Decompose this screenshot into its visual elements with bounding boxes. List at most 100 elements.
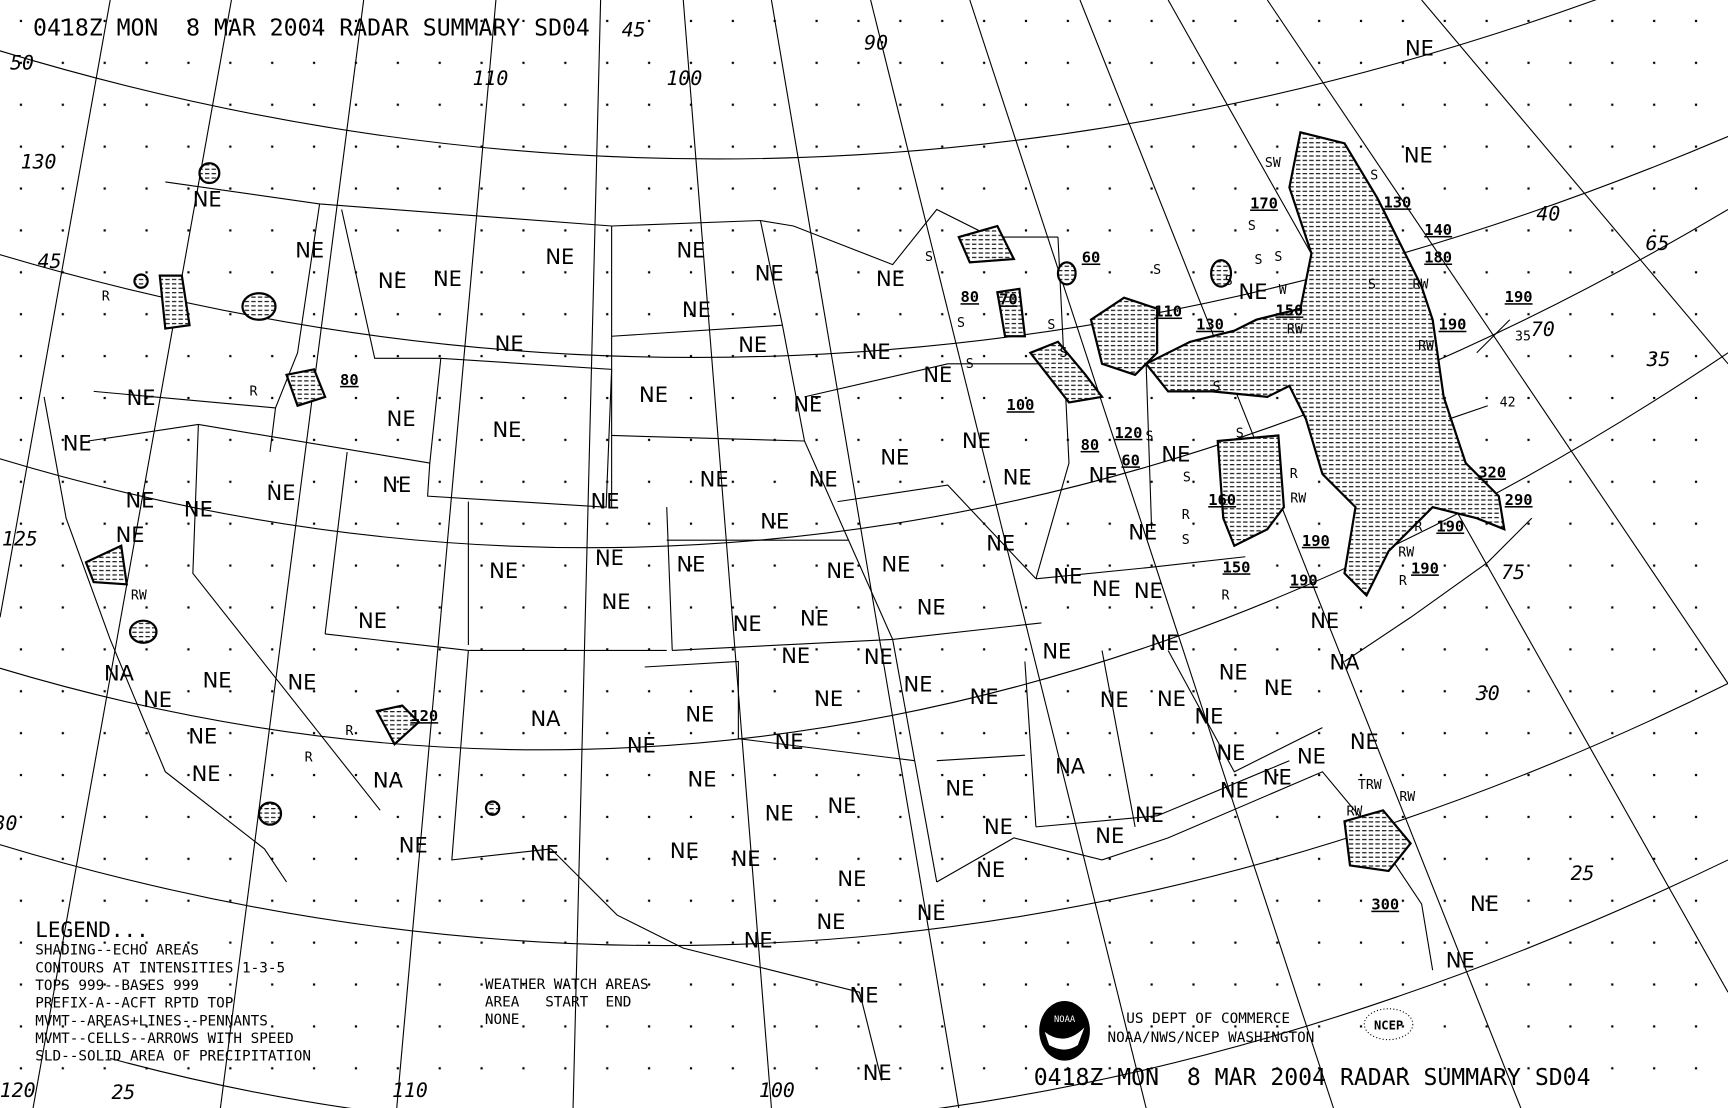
echo-area bbox=[285, 368, 327, 408]
echo-label: NE bbox=[755, 262, 784, 286]
echo-label: NE bbox=[1161, 442, 1190, 466]
agency-line-1: US DEPT OF COMMERCE bbox=[1126, 1011, 1290, 1027]
echo-label: NE bbox=[670, 839, 699, 863]
precip-type-label: S bbox=[1370, 168, 1378, 183]
echo-top-label: 290 bbox=[1505, 491, 1533, 509]
echo-label: NE bbox=[1404, 144, 1433, 168]
echo-label: NE bbox=[775, 730, 804, 754]
boundary-line bbox=[672, 638, 893, 652]
echo-label: NE bbox=[63, 431, 92, 455]
precip-type-label: S bbox=[1274, 250, 1282, 265]
echo-label: NE bbox=[986, 532, 1015, 556]
echo-label: NE bbox=[1042, 640, 1071, 664]
legend-line: MVMT--CELLS--ARROWS WITH SPEED bbox=[35, 1031, 293, 1047]
echo-top-label: 80 bbox=[340, 371, 359, 389]
echo-label: NE bbox=[923, 363, 952, 387]
echo-label: NE bbox=[781, 644, 810, 668]
precip-type-label: S bbox=[1248, 219, 1256, 234]
noaa-logo: NOAA bbox=[1039, 1001, 1090, 1061]
boundary-line bbox=[93, 390, 276, 409]
precip-type-label: RW bbox=[1399, 790, 1415, 805]
echo-label: NE bbox=[1220, 779, 1249, 803]
echo-label: NE bbox=[489, 559, 518, 583]
legend: LEGEND... SHADING--ECHO AREAS CONTOURS A… bbox=[35, 918, 311, 1064]
boundary-line bbox=[892, 622, 1042, 640]
echo-label: NE bbox=[864, 645, 893, 669]
longitude-line bbox=[396, 0, 497, 1108]
echo-cell bbox=[257, 801, 283, 826]
watch-areas: WEATHER WATCH AREAS AREA START END NONE bbox=[485, 977, 649, 1028]
echo-top-label: 130 bbox=[1383, 193, 1411, 211]
footer-title: 0418Z MON 8 MAR 2004 RADAR SUMMARY SD04 bbox=[1034, 1065, 1591, 1091]
echo-label: NE bbox=[387, 407, 416, 431]
cell-movement-arrow bbox=[1449, 405, 1488, 420]
boundary-line bbox=[1035, 760, 1290, 828]
boundary-line bbox=[611, 324, 783, 337]
echo-label: NE bbox=[492, 418, 521, 442]
longitude-line bbox=[32, 0, 232, 1108]
echo-label: NE bbox=[295, 238, 324, 262]
grid-label: 130 bbox=[21, 151, 57, 174]
echo-top-label: 300 bbox=[1371, 896, 1399, 914]
echo-label: NE bbox=[193, 188, 222, 212]
echo-label: NE bbox=[744, 929, 773, 953]
state-borders bbox=[43, 181, 1533, 1081]
boundary-line bbox=[550, 848, 883, 1081]
echo-label: NE bbox=[685, 703, 714, 727]
echo-top-label: 80 bbox=[961, 288, 980, 306]
grid-label: 70 bbox=[1531, 318, 1555, 341]
echo-label: NE bbox=[1446, 948, 1475, 972]
echo-label: NE bbox=[945, 776, 974, 800]
echo-label: NE bbox=[976, 858, 1005, 882]
precip-type-label: R bbox=[1182, 508, 1190, 523]
precip-type-label: S bbox=[1183, 470, 1191, 485]
boundary-line bbox=[936, 771, 1434, 971]
echo-label: NE bbox=[591, 490, 620, 514]
boundary-line bbox=[451, 650, 552, 861]
echo-top-label: 150 bbox=[1275, 301, 1303, 319]
grid-label: 90 bbox=[864, 32, 888, 55]
echo-label: NE bbox=[1350, 730, 1379, 754]
echo-area bbox=[1028, 340, 1105, 404]
echo-label: NE bbox=[1239, 280, 1268, 304]
echo-label: NE bbox=[863, 1061, 892, 1085]
longitude-line bbox=[770, 0, 960, 1108]
echo-top-label: 150 bbox=[1223, 558, 1251, 576]
longitude-line bbox=[1421, 0, 1728, 365]
boundary-line bbox=[1035, 556, 1246, 580]
header-title: 0418Z MON 8 MAR 2004 RADAR SUMMARY SD04 bbox=[33, 15, 590, 41]
echo-label: NA bbox=[1329, 651, 1360, 675]
echo-label: NE bbox=[143, 688, 172, 712]
ncep-logo-text: NCEP bbox=[1374, 1019, 1403, 1033]
echo-area bbox=[957, 224, 1016, 264]
grid-label: 25 bbox=[111, 1081, 135, 1104]
longitude-line bbox=[870, 0, 1147, 1108]
boundary-line bbox=[341, 209, 441, 359]
echo-label: NE bbox=[876, 267, 905, 291]
legend-line: SHADING--ECHO AREAS bbox=[35, 943, 199, 959]
cell-speed-label: 42 bbox=[1500, 395, 1516, 410]
echo-label: NE bbox=[917, 901, 946, 925]
echo-label: NE bbox=[1264, 676, 1293, 700]
echo-label: NA bbox=[104, 662, 135, 686]
echo-label: NE bbox=[1100, 688, 1129, 712]
precip-type-label: RW bbox=[1398, 545, 1414, 560]
longitude-line bbox=[0, 0, 111, 618]
echo-label: NE bbox=[1405, 37, 1434, 61]
echo-cell bbox=[128, 619, 158, 644]
precip-type-label: R bbox=[1414, 520, 1422, 535]
agency-line-2: NOAA/NWS/NCEP WASHINGTON bbox=[1108, 1030, 1315, 1046]
echo-label: NE bbox=[595, 546, 624, 570]
echo-label: NA bbox=[1055, 754, 1086, 778]
watch-heading: WEATHER WATCH AREAS bbox=[485, 977, 649, 993]
echo-label: NE bbox=[733, 612, 762, 636]
echo-top-label: 120 bbox=[1115, 424, 1143, 442]
grid-label: 100 bbox=[666, 67, 702, 90]
echo-label: NE bbox=[800, 607, 829, 631]
grid-label: 35 bbox=[1646, 348, 1671, 371]
boundary-line bbox=[1101, 650, 1136, 827]
watch-columns: AREA START END bbox=[485, 995, 631, 1011]
